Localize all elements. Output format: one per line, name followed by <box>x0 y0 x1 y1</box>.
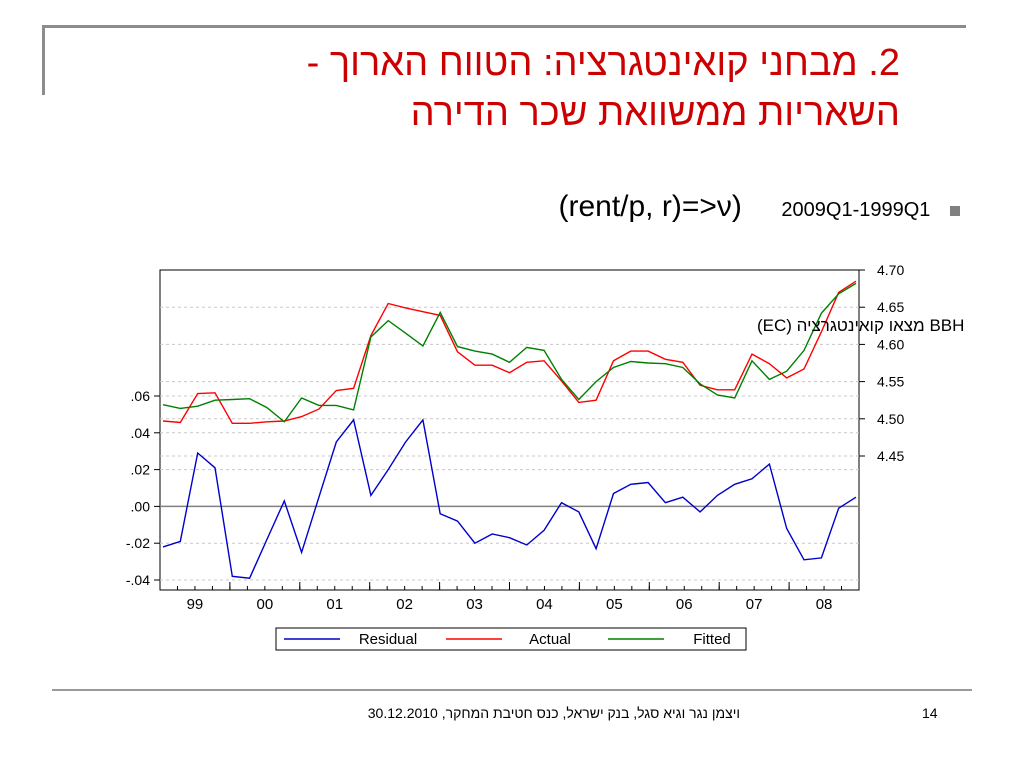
page-number: 14 <box>922 705 938 721</box>
bullet-square-icon <box>950 205 960 216</box>
slide-title-line-2: השאריות ממשוואת שכר הדירה <box>410 92 900 134</box>
right-axis-tick-label: 4.70 <box>877 262 904 278</box>
x-axis-tick-label: 02 <box>396 596 413 613</box>
right-axis-tick-label: 4.55 <box>877 374 904 390</box>
slide-frame-horizontal <box>42 25 966 28</box>
footer-divider <box>52 689 972 691</box>
plot-area <box>159 269 860 591</box>
x-axis-tick-label: 07 <box>746 596 763 613</box>
x-axis-tick-label: 99 <box>187 596 204 613</box>
right-axis-tick-label: 4.60 <box>877 336 904 352</box>
right-axis-tick-label: 4.50 <box>877 411 904 427</box>
x-axis-tick-label: 05 <box>606 596 623 613</box>
x-axis-tick-label: 04 <box>536 596 553 613</box>
chart-legend: Residual Actual Fitted <box>275 627 747 651</box>
x-axis-tick-label: 06 <box>676 596 693 613</box>
left-axis-tick-label: .00 <box>131 498 151 514</box>
x-axis-tick-label: 01 <box>326 596 343 613</box>
x-axis-tick-label: 08 <box>816 596 833 613</box>
bullet-item: 2009Q1-1999Q1 (rent/p, r)=>ν) <box>300 190 960 224</box>
bullet-formula: (rent/p, r)=>ν) <box>558 190 742 223</box>
slide-title: 2. מבחני קואינטגרציה: הטווח הארוך - השאר… <box>60 38 900 138</box>
left-axis-tick-label: .02 <box>131 462 151 478</box>
bullet-period: 2009Q1-1999Q1 <box>781 199 931 221</box>
x-axis-tick-label: 03 <box>466 596 483 613</box>
left-axis-tick-label: .06 <box>131 388 151 404</box>
series-line-fitted <box>162 282 857 423</box>
left-axis-tick-label: -.02 <box>126 535 150 551</box>
legend-label-fitted: Fitted <box>693 631 731 648</box>
left-axis-tick-label: -.04 <box>126 572 150 588</box>
series-line-residual <box>162 418 857 579</box>
right-axis-tick-label: 4.65 <box>877 299 904 315</box>
right-axis-tick-label: 4.45 <box>877 448 904 464</box>
series-line-actual <box>162 280 857 424</box>
x-axis-tick-label: 00 <box>257 596 274 613</box>
legend-label-residual: Residual <box>359 631 417 648</box>
legend-label-actual: Actual <box>529 631 571 648</box>
slide-title-line-1: 2. מבחני קואינטגרציה: הטווח הארוך - <box>306 42 900 84</box>
footer-text: ויצמן נגר וגיא סגל, בנק ישראל, כנס חטיבת… <box>367 705 740 721</box>
chart-annotation: BBH מצאו קואינטגרציה (EC) <box>757 316 964 335</box>
left-axis-tick-label: .04 <box>131 425 151 441</box>
slide-frame-vertical <box>42 25 45 95</box>
